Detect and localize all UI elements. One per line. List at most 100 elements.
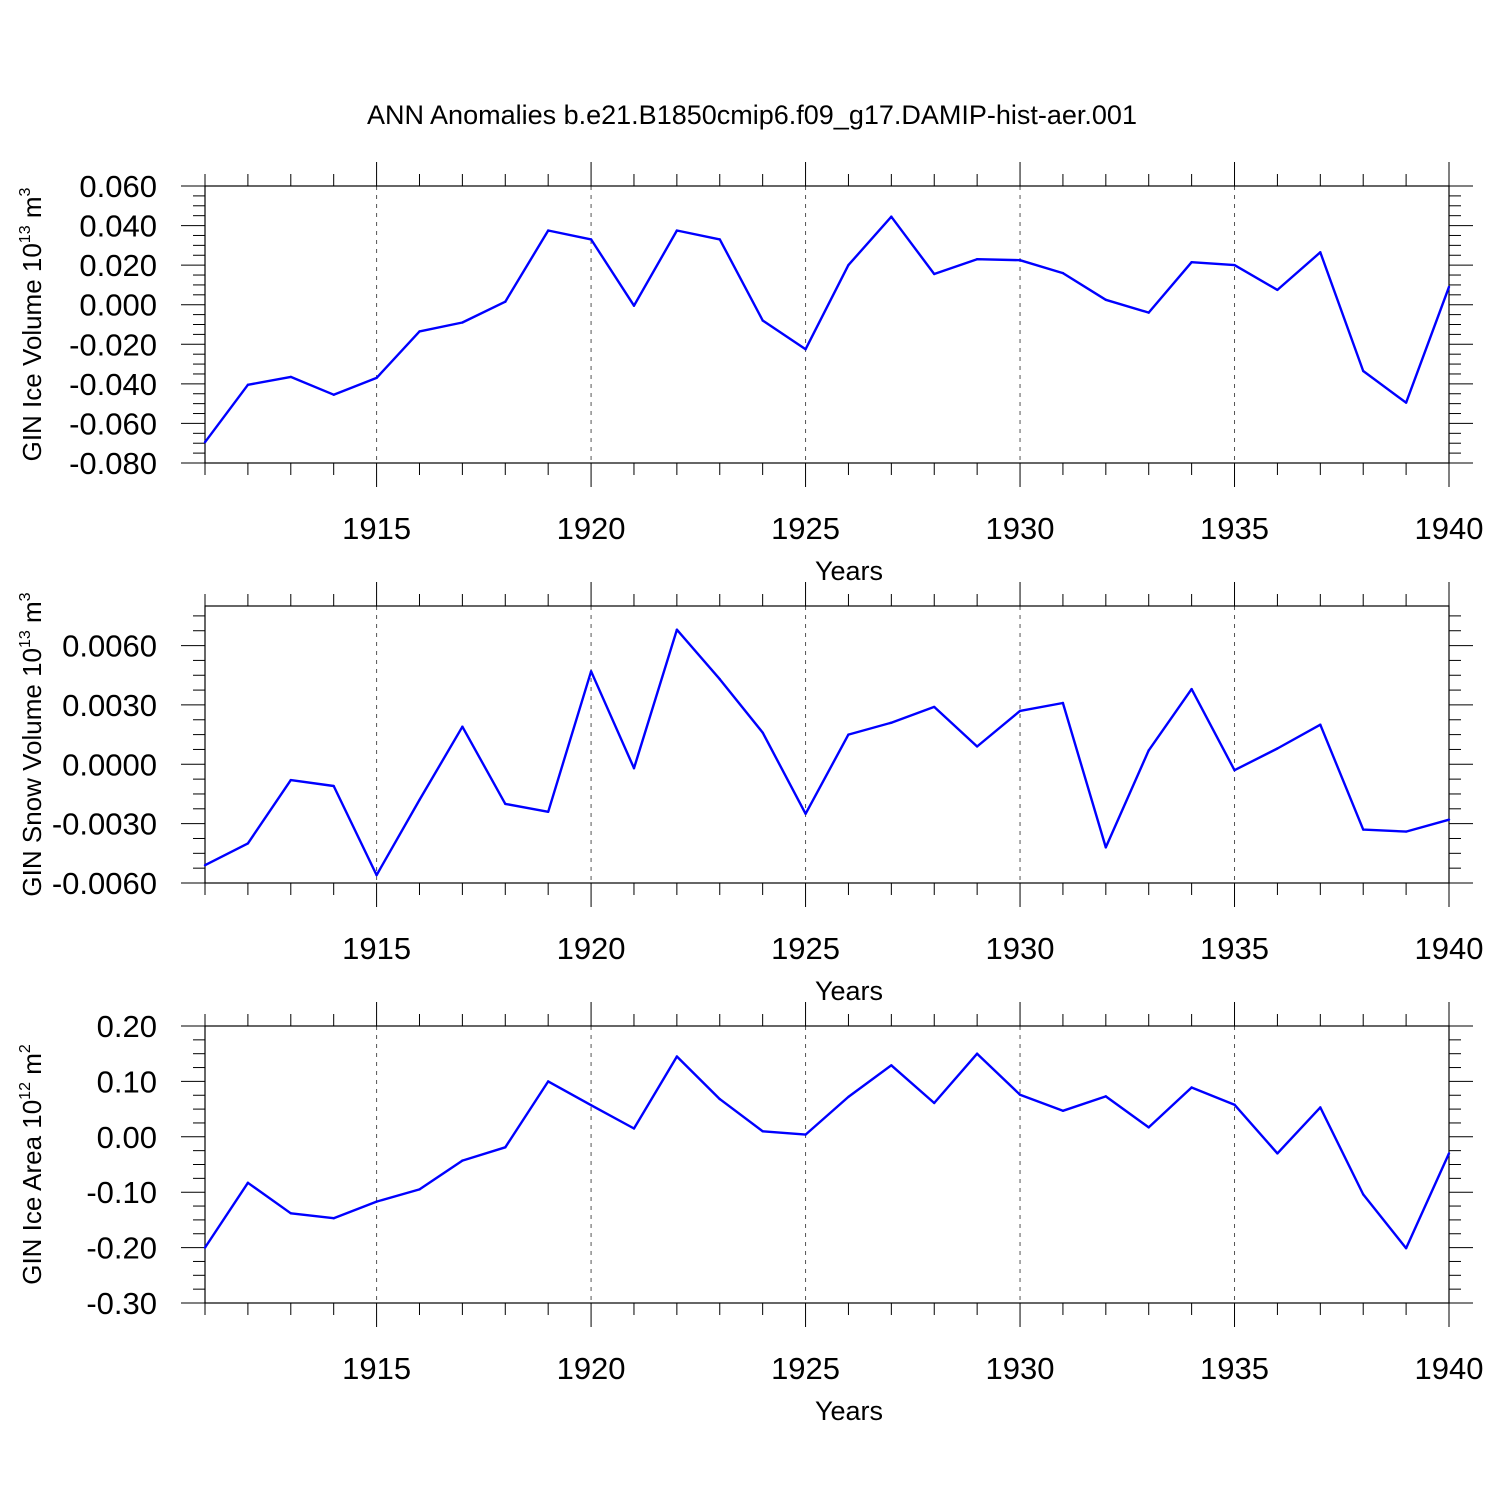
data-point [675,1055,679,1058]
data-point [289,778,292,782]
data-point [1362,369,1365,373]
y-tick-label: 0.040 [79,209,157,244]
panel-1: 0.060 0.040 0.020 0.000 -0.020 -0.040 -0.060 -0… [17,162,1483,586]
y-tick-label: 0.0060 [62,629,157,664]
data-point [289,375,292,379]
y-axis-label: GIN Ice Area 1012 m2 [17,1044,47,1285]
data-point [461,321,464,324]
data-point [1362,1193,1365,1196]
data-point [632,767,636,770]
y-axis-label-text: m [17,1053,47,1082]
data-point [289,1212,292,1215]
y-tick-label: -0.020 [69,327,157,362]
x-tick-label: 1935 [1200,511,1269,546]
y-axis-label-superscript: 3 [17,187,34,196]
chart-title: ANN Anomalies b.e21.B1850cmip6.f09_g17.D… [367,100,1137,130]
data-point [933,1101,936,1105]
data-point [1061,1109,1065,1112]
y-tick-label: -0.040 [69,367,157,402]
data-point [1404,401,1408,404]
x-axis-label: Years [815,1396,883,1426]
data-point [1276,1152,1279,1155]
data-point [1362,828,1365,831]
x-tick-label: 1940 [1415,931,1484,966]
data-point [375,873,378,877]
x-tick-label: 1925 [771,511,840,546]
data-point [1190,260,1193,264]
data-point [718,1097,721,1101]
data-point [1276,288,1279,292]
x-tick-label: 1915 [342,931,411,966]
data-point [332,1217,335,1220]
y-axis-label-superscript: 3 [17,592,34,601]
y-tick-label: 0.20 [97,1009,157,1044]
y-axis-label-text: m [17,601,47,630]
x-tick-label: 1930 [986,1351,1055,1386]
data-point [246,1181,250,1184]
data-point [632,304,636,307]
y-tick-label: 0.00 [97,1120,157,1155]
data-point [890,215,893,218]
data-point [890,721,893,724]
data-point [1233,263,1236,267]
data-point [975,745,979,748]
data-point [461,725,464,728]
y-axis-label-superscript: 13 [17,225,34,243]
y-tick-label: 0.060 [79,169,157,204]
data-point [1104,846,1108,849]
data-point [1404,1246,1408,1250]
data-point [332,784,335,788]
data-point [1061,701,1065,705]
y-axis-label-superscript: 12 [17,1082,34,1100]
data-point [804,1133,807,1136]
y-axis-label: GIN Snow Volume 1013 m3 [17,592,47,896]
data-point [589,238,593,241]
data-point [675,229,679,232]
data-point [1447,1152,1451,1155]
y-tick-label: 0.0000 [62,747,157,782]
data-point [1147,311,1150,314]
x-tick-label: 1925 [771,931,840,966]
data-point [804,348,807,351]
panel-3: 0.20 0.10 0.00 -0.10 -0.20 -0.30 1915 1920 1925 1… [17,1002,1483,1426]
data-point [246,842,250,845]
data-series-line [203,1052,1451,1250]
data-point [418,798,421,802]
x-tick-label: 1930 [986,511,1055,546]
data-point [1233,1103,1236,1106]
y-axis-label-text: GIN Snow Volume 10 [17,648,47,897]
data-point [1147,1126,1150,1129]
data-point [975,258,979,261]
data-point [1447,285,1451,289]
data-point [1061,271,1065,275]
x-tick-label: 1935 [1200,1351,1269,1386]
y-tick-label: -0.20 [86,1231,157,1266]
y-tick-label: -0.30 [86,1286,157,1321]
data-point [375,376,378,380]
data-series-line [204,215,1451,443]
data-point [203,1246,207,1249]
data-point [761,319,764,322]
y-tick-label: 0.10 [97,1064,157,1099]
data-point [418,330,421,333]
data-point [761,1130,764,1133]
data-point [1190,687,1193,691]
data-point [1104,298,1108,301]
x-tick-label: 1925 [771,1351,840,1386]
data-point [890,1064,893,1067]
plot-frame [204,605,1450,884]
data-point [1319,1106,1322,1109]
data-point [589,1104,593,1107]
y-tick-label: -0.10 [86,1175,157,1210]
y-axis-label-superscript: 13 [17,630,34,648]
y-tick-label: 0.0030 [62,688,157,723]
y-tick-label: -0.0030 [52,807,157,842]
data-point [1104,1095,1108,1098]
y-axis-label: GIN Ice Volume 1013 m3 [17,187,47,461]
data-point [718,238,721,241]
data-point [1319,251,1322,254]
data-point [847,733,850,736]
data-point [546,229,550,232]
y-axis-label-text: GIN Ice Area 10 [17,1100,47,1285]
data-point [203,863,207,867]
